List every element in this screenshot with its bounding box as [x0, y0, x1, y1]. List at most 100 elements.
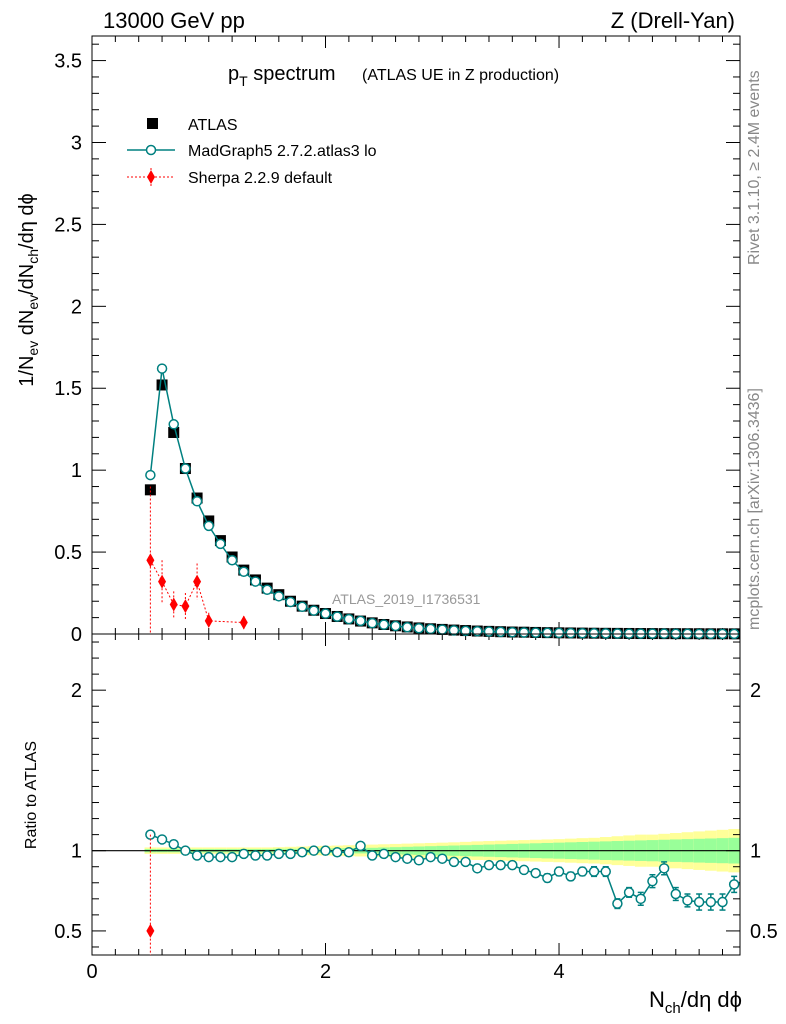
- madgraph-point: [413, 623, 425, 634]
- y-tick-label-ratio-left: 0.5: [54, 921, 82, 943]
- side-rivet: Rivet 3.1.10, ≥ 2.4M events: [746, 70, 763, 265]
- madgraph-point: [553, 627, 565, 639]
- y-axis-label-main: 1/Nev dNev/dNch/dη dϕ: [16, 193, 41, 386]
- madgraph-point: [320, 608, 331, 619]
- ratio-frame: [91, 633, 741, 956]
- madgraph-ratio-point: [705, 896, 717, 908]
- y-tick-label-ratio-left: 2: [71, 680, 82, 702]
- madgraph-ratio-point: [553, 866, 565, 877]
- madgraph-ratio-point: [238, 848, 250, 860]
- x-tick-label: 4: [553, 961, 564, 983]
- madgraph-point: [226, 555, 238, 566]
- madgraph-point: [565, 627, 576, 639]
- legend-label-madgraph: MadGraph5 2.7.2.atlas3 lo: [188, 143, 377, 160]
- madgraph-ratio-point: [588, 866, 600, 877]
- legend-marker-sherpa: [147, 170, 155, 184]
- madgraph-ratio-point: [495, 859, 506, 871]
- atlas-point: [156, 379, 168, 391]
- sherpa-point: [181, 599, 190, 614]
- madgraph-ratio-point: [168, 839, 179, 850]
- y-tick-label-main: 0: [71, 624, 82, 646]
- sherpa-point: [204, 613, 213, 628]
- madgraph-point: [495, 626, 506, 638]
- madgraph-point: [507, 626, 518, 638]
- madgraph-ratio-point: [518, 864, 530, 876]
- legend-marker-madgraph: [145, 144, 157, 156]
- madgraph-point: [296, 601, 308, 613]
- y-tick-label-main: 0.5: [54, 542, 82, 564]
- x-tick-label: 2: [320, 961, 331, 983]
- madgraph-ratio-point: [226, 851, 238, 863]
- madgraph-ratio-point: [530, 867, 541, 879]
- madgraph-point: [378, 619, 390, 630]
- y-tick-label-main: 1: [71, 460, 82, 482]
- madgraph-ratio-point: [261, 850, 273, 861]
- ratio-panel: 0.5 0.5 1 1 2 2: [54, 633, 778, 956]
- madgraph-ratio-point: [156, 834, 168, 845]
- madgraph-point: [401, 622, 413, 633]
- y-tick-label-ratio-right: 0.5: [750, 921, 778, 943]
- sherpa-point: [239, 615, 248, 630]
- madgraph-ratio-point: [413, 855, 425, 866]
- plot-title: pT spectrum (ATLAS UE in Z production): [228, 63, 559, 89]
- madgraph-ratio-point: [600, 866, 611, 877]
- madgraph-point: [261, 584, 273, 596]
- sherpa-ratio-point: [146, 923, 155, 938]
- legend-label-sherpa: Sherpa 2.2.9 default: [188, 170, 333, 187]
- madgraph-ratio-point: [577, 866, 588, 877]
- madgraph-ratio-point: [191, 850, 203, 861]
- title-subscript: T: [239, 73, 248, 89]
- y-tick-label-main: 1.5: [54, 378, 82, 400]
- header-energy: 13000 GeV pp: [103, 8, 245, 33]
- madgraph-point: [343, 613, 355, 625]
- madgraph-ratio-point: [483, 859, 495, 871]
- sherpa-line: [149, 560, 244, 624]
- legend-label-atlas: ATLAS: [188, 117, 238, 134]
- madgraph-ratio-point: [285, 848, 296, 860]
- madgraph-point: [215, 538, 226, 550]
- y-tick-label-ratio-right: 2: [750, 680, 761, 702]
- madgraph-ratio-point: [273, 848, 285, 860]
- madgraph-point: [600, 628, 611, 639]
- madgraph-ratio-point: [180, 845, 191, 856]
- madgraph-point: [331, 611, 343, 622]
- madgraph-point: [460, 625, 471, 637]
- madgraph-ratio-point: [250, 850, 261, 861]
- madgraph-ratio-point: [308, 845, 320, 856]
- madgraph-ratio-point: [355, 840, 366, 852]
- madgraph-ratio-point: [565, 871, 576, 882]
- sherpa-point: [193, 574, 202, 589]
- madgraph-ratio-point: [331, 847, 343, 858]
- legend: ATLAS MadGraph5 2.7.2.atlas3 lo Sherpa 2…: [127, 117, 377, 187]
- madgraph-ratio-point: [401, 853, 413, 864]
- madgraph-ratio-point: [448, 856, 460, 868]
- madgraph-point: [250, 576, 261, 587]
- title-paren: (ATLAS UE in Z production): [362, 67, 559, 84]
- y-tick-label-main: 2.5: [54, 214, 82, 236]
- madgraph-point: [238, 566, 250, 577]
- svg-text:pT spectrum: pT spectrum: [228, 63, 336, 89]
- sherpa-point: [146, 553, 155, 568]
- madgraph-ratio-point: [425, 851, 436, 863]
- x-axis-label: Nch/dη dϕ: [649, 987, 742, 1017]
- madgraph-ratio-point: [472, 863, 483, 874]
- side-mcplots: mcplots.cern.ch [arXiv:1306.3436]: [746, 388, 763, 630]
- atlas-point: [168, 426, 180, 438]
- madgraph-point: [366, 617, 378, 629]
- madgraph-point: [168, 419, 179, 430]
- madgraph-point: [273, 591, 285, 602]
- x-tick-label: 0: [86, 961, 97, 983]
- madgraph-point: [145, 469, 156, 481]
- madgraph-ratio-point: [203, 851, 215, 863]
- madgraph-point: [530, 627, 541, 638]
- analysis-watermark: ATLAS_2019_I1736531: [332, 591, 481, 607]
- madgraph-point: [483, 626, 495, 637]
- madgraph-point: [448, 625, 460, 636]
- madgraph-point: [577, 627, 588, 639]
- sherpa-point: [158, 574, 167, 589]
- madgraph-ratio-point: [682, 895, 693, 906]
- madgraph-point: [472, 625, 483, 637]
- madgraph-point: [285, 596, 296, 608]
- madgraph-ratio-point: [390, 851, 401, 863]
- madgraph-point: [203, 520, 215, 532]
